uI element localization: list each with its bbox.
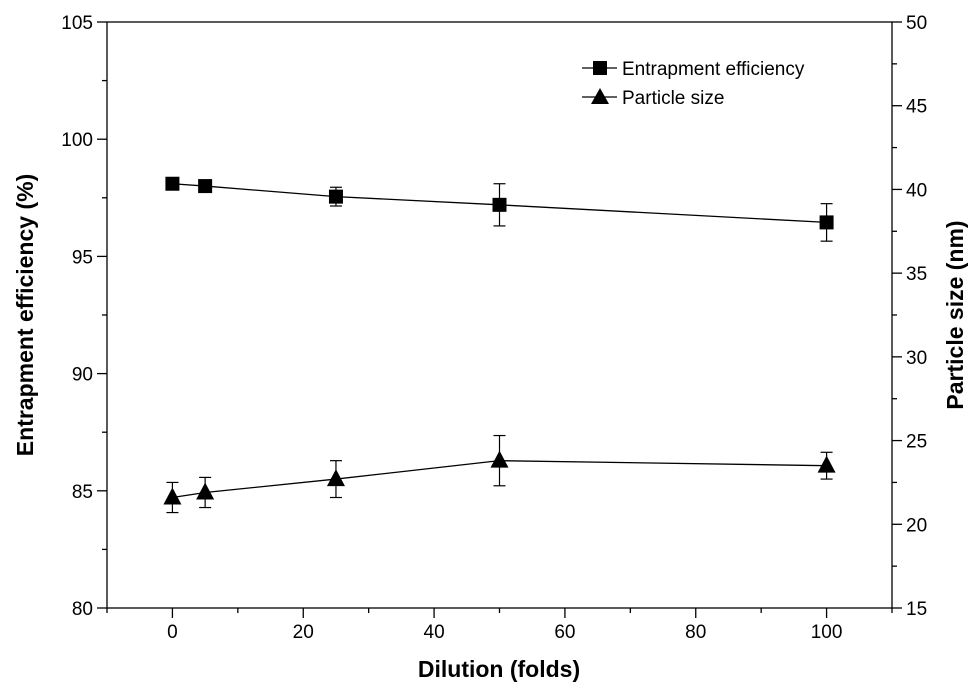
- x-tick-label: 40: [424, 622, 445, 643]
- y-right-tick-label: 25: [906, 432, 927, 453]
- entrapment-point: [198, 179, 213, 194]
- particle-point: [196, 482, 215, 500]
- x-tick-label: 100: [811, 622, 843, 643]
- legend-marker-entrapment: [593, 61, 607, 75]
- y-right-tick-label: 50: [906, 13, 927, 34]
- x-tick-label: 60: [554, 622, 575, 643]
- particle-point: [326, 469, 345, 487]
- y-right-tick-label: 20: [906, 515, 927, 536]
- x-tick-label: 80: [685, 622, 706, 643]
- y-left-tick-label: 100: [61, 130, 93, 151]
- particle-point: [490, 450, 509, 468]
- entrapment-point: [165, 176, 180, 191]
- y-left-tick-label: 105: [61, 13, 93, 34]
- series-layer: [163, 176, 836, 514]
- legend-marker-particle: [591, 88, 609, 104]
- x-tick-label: 0: [167, 622, 178, 643]
- legend-label-entrapment: Entrapment efficiency: [622, 59, 805, 80]
- y-right-tick-label: 15: [906, 599, 927, 620]
- y-right-axis-title: Particle size (nm): [942, 220, 968, 409]
- legend-label-particle: Particle size: [622, 88, 724, 109]
- entrapment-point: [819, 215, 834, 230]
- particle-point: [163, 487, 182, 505]
- plot-frame: [106, 21, 893, 609]
- y-left-tick-label: 85: [72, 482, 93, 503]
- y-left-tick-label: 80: [72, 599, 93, 620]
- entrapment-point: [328, 189, 343, 204]
- y-left-tick-label: 90: [72, 365, 93, 386]
- y-left-axis-title: Entrapment efficiency (%): [12, 174, 38, 456]
- x-tick-label: 20: [293, 622, 314, 643]
- y-right-tick-label: 35: [906, 264, 927, 285]
- y-right-tick-label: 40: [906, 180, 927, 201]
- entrapment-point: [492, 197, 507, 212]
- ticks-layer: 0 20 40 60 80 100 80 85 90 95 100 105 15 20 25 30 35 40 45…: [61, 13, 927, 643]
- y-right-tick-label: 45: [906, 97, 927, 118]
- y-left-tick-label: 95: [72, 247, 93, 268]
- legend: Entrapment efficiency Particle size: [582, 59, 805, 109]
- particle-point: [817, 455, 836, 473]
- y-right-tick-label: 30: [906, 348, 927, 369]
- x-axis-title: Dilution (folds): [418, 656, 580, 682]
